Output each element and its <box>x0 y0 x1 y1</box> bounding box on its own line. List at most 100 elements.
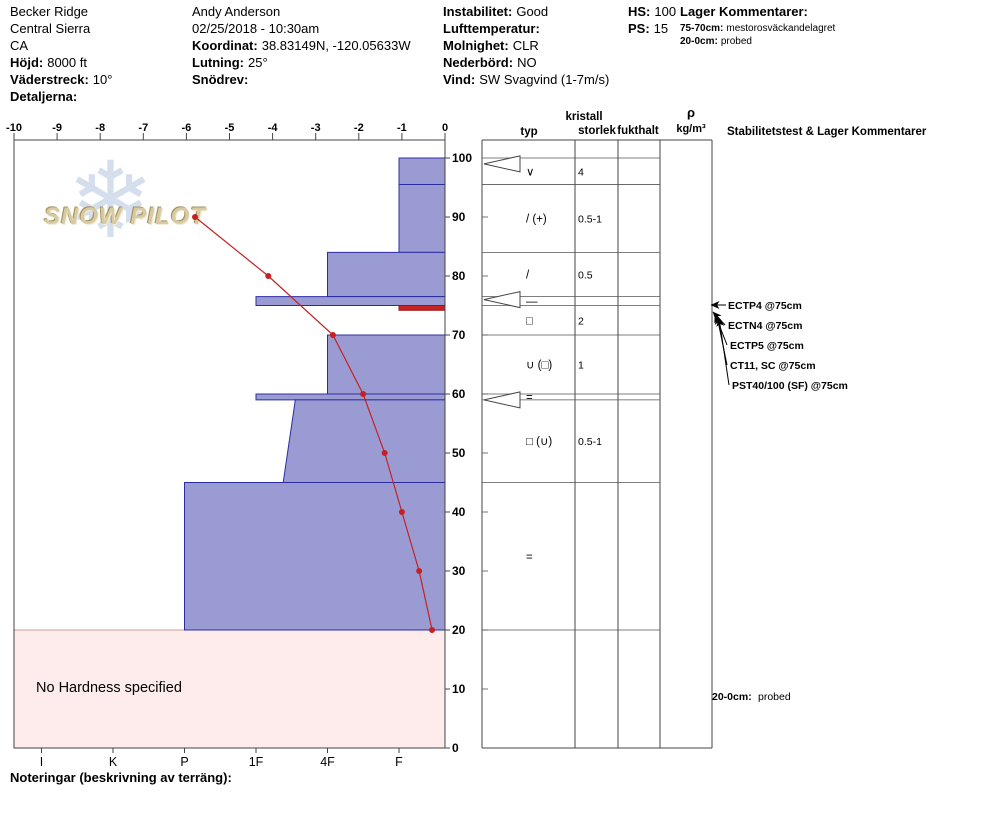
grain-type-symbol: = <box>526 551 533 563</box>
sky-cover: Molnighet: CLR <box>443 38 539 53</box>
grain-size-value: 1 <box>578 360 584 372</box>
snow-layer-bar <box>282 399 446 483</box>
col-header-fukthalt: fukthalt <box>617 125 659 137</box>
aspect: Väderstreck: 10° <box>10 72 113 87</box>
temperature-point <box>360 391 367 397</box>
details: Detaljerna: <box>10 89 78 104</box>
layer-marker-wedge <box>483 155 521 173</box>
col-header-density-unit: kg/m³ <box>676 123 706 135</box>
snow-drift: Snödrev: <box>192 72 249 87</box>
depth-tick-label: 90 <box>452 210 466 224</box>
grain-size-value: 0.5-1 <box>578 436 602 448</box>
temperature-point <box>416 568 423 574</box>
probed-note-range: 20-0cm: <box>712 691 752 703</box>
temp-tick-label: 0 <box>442 122 448 134</box>
grain-size-value: 4 <box>578 166 584 178</box>
layer-marker-wedge <box>483 290 521 309</box>
no-hardness-label: No Hardness specified <box>36 680 182 696</box>
depth-tick-label: 50 <box>452 446 466 460</box>
grain-type-symbol: □ <box>526 315 533 327</box>
temp-tick-label: -4 <box>268 122 279 134</box>
snow-height: HS: 100 <box>628 4 677 19</box>
layer-comments-label: Lager Kommentarer: <box>680 4 808 19</box>
col-header-density-symbol: ρ <box>687 105 695 120</box>
depth-tick-label: 10 <box>452 682 466 696</box>
stability-test-result: CT11, SC @75cm <box>730 360 816 372</box>
snow-layer-bar <box>398 157 446 186</box>
snow-layer-bar <box>327 251 446 298</box>
hardness-tick-label: 1F <box>249 755 264 769</box>
grain-type-symbol: = <box>526 392 533 404</box>
temp-tick-label: -3 <box>311 122 321 134</box>
temp-tick-label: -7 <box>138 122 148 134</box>
slope-angle: Lutning: 25° <box>192 55 268 70</box>
temperature-point <box>192 214 199 220</box>
grain-type-symbol: ∨ <box>526 166 534 178</box>
probed-note-text: probed <box>758 691 791 703</box>
grain-type-symbol: ∪ (□) <box>526 360 552 372</box>
weak-layer-bar <box>398 305 446 311</box>
site-state: CA <box>10 38 29 53</box>
depth-tick-label: 0 <box>452 741 459 755</box>
test-arrow <box>716 317 730 386</box>
depth-tick-label: 70 <box>452 328 466 342</box>
grain-type-symbol: / <box>526 270 530 282</box>
no-hardness-region <box>13 629 446 749</box>
wind: Vind: SW Svagvind (1-7m/s) <box>443 72 610 87</box>
hardness-tick-label: F <box>395 755 403 769</box>
layer-comment: 20-0cm: probed <box>680 36 752 47</box>
air-temperature: Lufttemperatur: <box>443 21 540 36</box>
stability-test-result: ECTN4 @75cm <box>728 320 802 332</box>
logo-text: SNOW PILOT <box>44 203 206 230</box>
grain-size-value: 0.5 <box>578 270 593 282</box>
observer: Andy Anderson <box>192 4 281 19</box>
temperature-point <box>381 450 388 456</box>
temp-tick-label: -5 <box>225 122 235 134</box>
col-header-typ: typ <box>520 126 537 138</box>
layer-comment: 75-70cm: mestorosväckandelagret <box>680 23 836 34</box>
col-header-stability: Stabilitetstest & Lager Kommentarer <box>727 126 927 138</box>
depth-tick-label: 100 <box>452 151 472 165</box>
depth-tick-label: 20 <box>452 623 466 637</box>
notes-label: Noteringar (beskrivning av terräng): <box>10 770 232 785</box>
pit-depth: PS: 15 <box>628 21 669 36</box>
grain-type-symbol: — <box>526 296 538 308</box>
datetime: 02/25/2018 - 10:30am <box>192 21 320 36</box>
site-name: Becker Ridge <box>10 4 89 19</box>
depth-tick-label: 60 <box>452 387 466 401</box>
col-header-kristall: kristall <box>565 111 602 123</box>
temperature-point <box>398 509 405 515</box>
temp-tick-label: -8 <box>95 122 105 134</box>
snowflake-icon: ❄ <box>66 142 155 260</box>
grain-size-value: 2 <box>578 315 584 327</box>
stability-test-result: ECTP5 @75cm <box>730 340 804 352</box>
hardness-tick-label: K <box>109 755 118 769</box>
col-header-storlek: storlek <box>578 125 616 137</box>
snowpilot-logo: ❄ SNOW PILOT <box>38 148 223 270</box>
temp-tick-label: -10 <box>6 122 22 134</box>
temp-tick-label: -6 <box>182 122 192 134</box>
snow-layer-bar <box>398 184 446 253</box>
temp-tick-label: -2 <box>354 122 364 134</box>
grain-type-symbol: □ (∪) <box>526 436 552 448</box>
stability-test-result: PST40/100 (SF) @75cm <box>732 380 848 392</box>
depth-tick-label: 40 <box>452 505 466 519</box>
site-region: Central Sierra <box>10 21 91 36</box>
depth-tick-label: 80 <box>452 269 466 283</box>
temperature-line <box>194 216 433 631</box>
hardness-tick-label: 4F <box>320 755 335 769</box>
temp-tick-label: -9 <box>52 122 62 134</box>
elevation: Höjd: 8000 ft <box>10 55 87 70</box>
hardness-tick-label: I <box>40 755 43 769</box>
temp-tick-label: -1 <box>397 122 407 134</box>
stability-test-result: ECTP4 @75cm <box>728 300 802 312</box>
snow-layer-bar <box>184 482 446 631</box>
temperature-point <box>429 627 436 633</box>
layer-marker-wedge <box>483 391 521 409</box>
instability: Instabilitet: Good <box>443 4 549 19</box>
coordinates: Koordinat: 38.83149N, -120.05633W <box>192 38 411 53</box>
grain-type-symbol: / (+) <box>526 213 547 225</box>
snow-layer-bar <box>255 393 446 401</box>
snow-layer-bar <box>327 334 446 395</box>
